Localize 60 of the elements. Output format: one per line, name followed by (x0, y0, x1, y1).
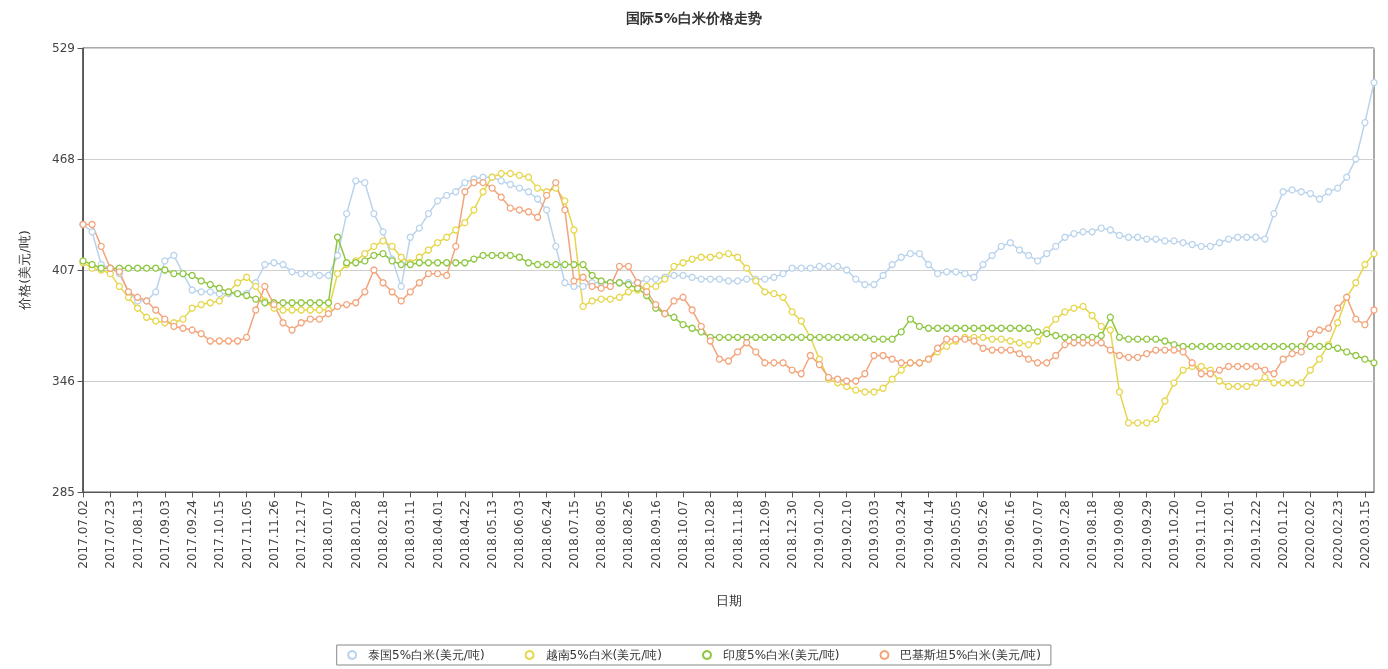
x-tick-label: 2017.09.03 (157, 500, 172, 569)
x-tick-label: 2018.06.03 (512, 500, 527, 569)
legend-label: 巴基斯坦5%白米(美元/吨) (900, 648, 1041, 662)
x-tick-label: 2019.03.03 (866, 500, 881, 569)
x-tick-label: 2017.11.26 (266, 500, 281, 569)
x-tick-label: 2018.10.28 (703, 500, 718, 569)
x-axis-title: 日期 (715, 593, 742, 608)
x-tick-label: 2017.11.05 (239, 500, 254, 569)
y-tick-label: 529 (52, 41, 75, 55)
x-tick-label: 2018.07.15 (566, 500, 581, 569)
x-tick-label: 2019.01.20 (812, 500, 827, 569)
x-tick-label: 2019.03.24 (894, 500, 909, 569)
y-tick-label: 346 (52, 374, 75, 388)
x-tick-label: 2018.10.07 (676, 500, 691, 569)
x-tick-label: 2018.04.22 (457, 500, 472, 569)
x-tick-label: 2020.02.02 (1303, 500, 1318, 569)
x-tick-label: 2018.12.30 (785, 500, 800, 569)
x-tick-label: 2019.04.14 (921, 500, 936, 569)
x-tick-label: 2018.03.11 (403, 500, 418, 569)
y-tick-label: 468 (52, 152, 75, 166)
x-tick-label: 2017.09.24 (185, 500, 200, 569)
x-tick-label: 2018.09.16 (648, 500, 663, 569)
x-tick-label: 2018.01.28 (348, 500, 363, 569)
x-tick-label: 2019.08.18 (1085, 500, 1100, 569)
y-tick-label: 407 (52, 263, 75, 277)
x-tick-label: 2017.08.13 (130, 500, 145, 569)
x-tick-label: 2019.11.10 (1194, 500, 1209, 569)
y-axis-title: 价格(美元/吨) (17, 230, 32, 311)
x-tick-label: 2019.07.28 (1057, 500, 1072, 569)
x-tick-label: 2017.12.17 (294, 500, 309, 569)
x-tick-label: 2018.08.05 (594, 500, 609, 569)
x-tick-label: 2017.10.15 (212, 500, 227, 569)
x-tick-label: 2019.12.22 (1248, 500, 1263, 569)
x-tick-label: 2018.02.18 (376, 500, 391, 569)
x-tick-label: 2019.07.07 (1030, 500, 1045, 569)
x-tick-label: 2020.01.12 (1276, 500, 1291, 569)
x-tick-label: 2018.05.13 (485, 500, 500, 569)
x-tick-label: 2019.05.05 (948, 500, 963, 569)
x-tick-label: 2019.09.08 (1112, 500, 1127, 569)
x-tick-label: 2018.11.18 (730, 500, 745, 569)
x-tick-label: 2019.10.20 (1166, 500, 1181, 569)
chart-title: 国际5%白米价格走势 (626, 10, 762, 26)
x-tick-label: 2018.12.09 (757, 500, 772, 569)
legend-label: 印度5%白米(美元/吨) (723, 648, 840, 662)
x-tick-label: 2018.08.26 (621, 500, 636, 569)
x-tick-label: 2017.07.02 (76, 500, 90, 569)
x-tick-label: 2018.06.24 (539, 500, 554, 569)
x-tick-label: 2019.12.01 (1221, 500, 1236, 569)
legend-label: 越南5%白米(美元/吨) (545, 648, 663, 662)
x-tick-label: 2019.02.10 (839, 500, 854, 569)
legend-label: 泰国5%白米(美元/吨) (368, 648, 485, 662)
x-tick-label: 2019.05.26 (976, 500, 991, 569)
x-tick-label: 2018.04.01 (430, 500, 445, 569)
y-tick-label: 285 (52, 485, 75, 499)
x-tick-label: 2018.01.07 (321, 500, 336, 569)
x-tick-label: 2020.02.23 (1330, 500, 1345, 569)
x-tick-label: 2019.09.29 (1139, 500, 1154, 569)
x-tick-label: 2017.07.23 (103, 500, 118, 569)
x-tick-label: 2019.06.16 (1003, 500, 1018, 569)
x-tick-label: 2020.03.15 (1357, 500, 1372, 569)
